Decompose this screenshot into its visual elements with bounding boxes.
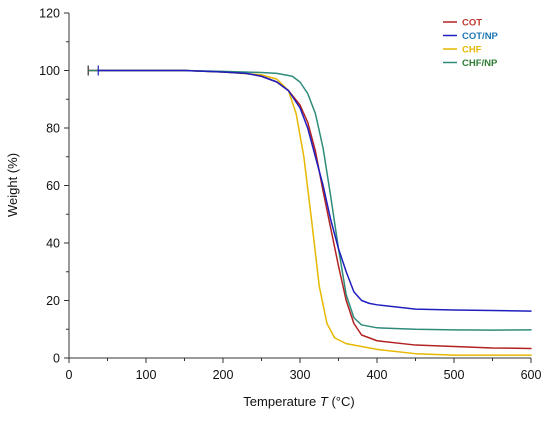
x-tick-label: 500 — [444, 368, 465, 382]
axes: 0 100 200 300 400 500 600 0 20 40 60 80 100 120 — [39, 7, 541, 383]
y-tick-label: 20 — [46, 294, 60, 308]
x-ticks: 0 100 200 300 400 500 600 — [66, 358, 542, 382]
x-axis-label-variable: T — [320, 394, 329, 409]
legend: COT COT/NP CHF CHF/NP — [443, 18, 499, 69]
y-tick-label: 120 — [39, 7, 60, 21]
y-tick-label: 80 — [46, 122, 60, 136]
plot-area — [87, 65, 532, 356]
x-tick-label: 200 — [213, 368, 234, 382]
y-tick-label: 60 — [46, 179, 60, 193]
x-tick-label: 0 — [66, 368, 73, 382]
series-line-chf — [87, 69, 532, 356]
y-tick-label: 100 — [39, 64, 60, 78]
series-line-cot-np — [97, 69, 532, 312]
y-tick-label: 0 — [53, 352, 60, 366]
y-tick-label: 40 — [46, 237, 60, 251]
legend-label: CHF/NP — [462, 58, 498, 69]
legend-label: COT/NP — [462, 31, 499, 42]
x-axis-label: Temperature T (°C) — [243, 394, 354, 409]
x-axis-label-prefix: Temperature — [243, 394, 320, 409]
x-tick-label: 300 — [290, 368, 311, 382]
x-tick-label: 100 — [136, 368, 157, 382]
x-tick-label: 400 — [367, 368, 388, 382]
x-tick-label: 600 — [521, 368, 542, 382]
legend-label: COT — [462, 18, 482, 29]
x-axis-label-suffix: (°C) — [328, 394, 355, 409]
y-ticks: 0 20 40 60 80 100 120 — [39, 7, 69, 366]
legend-label: CHF — [462, 45, 482, 56]
y-axis-label: Weight (%) — [5, 153, 20, 217]
